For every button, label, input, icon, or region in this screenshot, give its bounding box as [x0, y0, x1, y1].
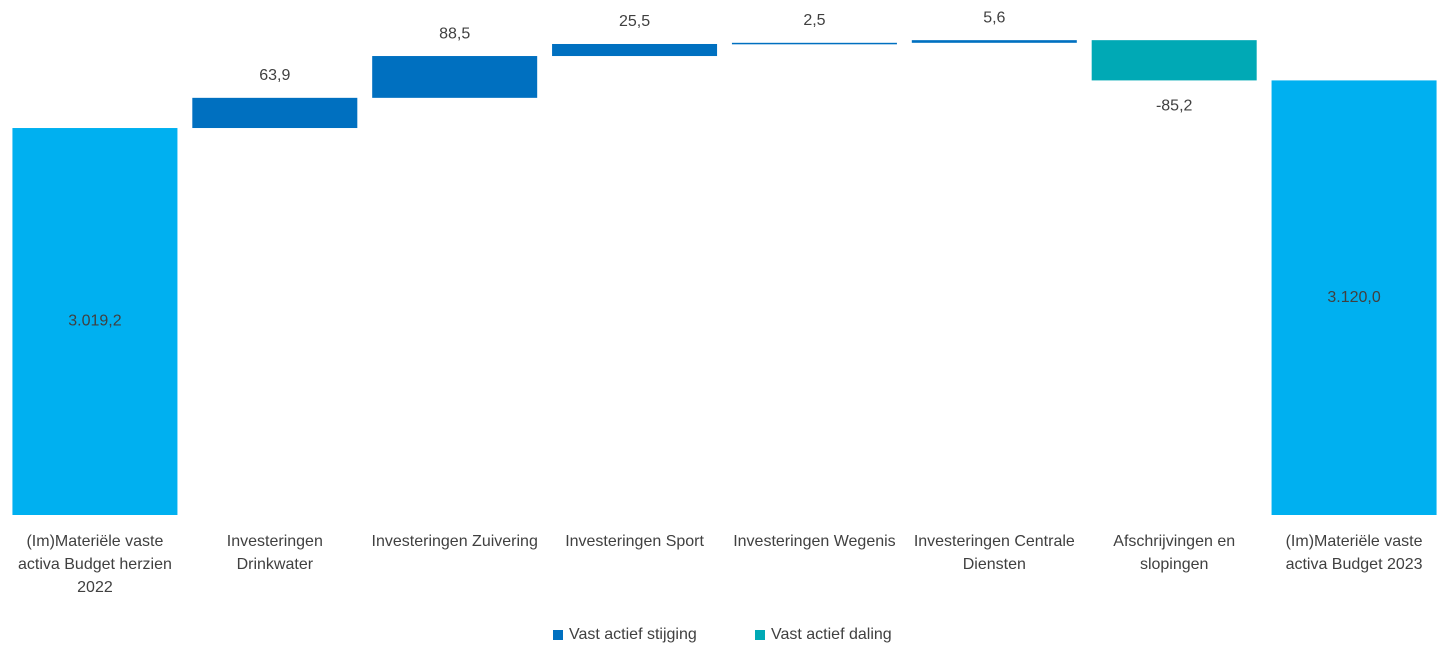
- legend-swatch: [755, 630, 765, 640]
- bar: [192, 97, 358, 129]
- bar: [12, 128, 178, 516]
- bar: [1271, 80, 1437, 516]
- legend-label: Vast actief stijging: [569, 626, 697, 643]
- value-label: 3.019,2: [68, 313, 121, 330]
- legend-swatch: [553, 630, 563, 640]
- x-tick-label: Investeringen Drinkwater: [226, 533, 323, 573]
- value-label: -85,2: [1156, 98, 1193, 115]
- value-label: 25,5: [619, 13, 650, 30]
- bar: [552, 43, 718, 57]
- value-label: 88,5: [439, 25, 470, 42]
- bar: [372, 56, 538, 98]
- bar: [1091, 40, 1257, 81]
- x-tick-label: (Im)Materiële vaste activa Budget 2023: [1285, 533, 1423, 573]
- value-label: 63,9: [259, 67, 290, 84]
- bar: [731, 42, 897, 45]
- x-tick-label: Investeringen Wegenis: [733, 533, 896, 550]
- value-label: 3.120,0: [1327, 289, 1380, 306]
- x-tick-label: Investeringen Centrale Diensten: [913, 533, 1075, 573]
- legend-label: Vast actief daling: [771, 626, 892, 643]
- legend-item: Vast actief stijging: [553, 626, 697, 644]
- bar: [911, 40, 1077, 43]
- x-tick-label: Investeringen Zuivering: [371, 533, 538, 550]
- x-tick-label: Afschrijvingen en slopingen: [1113, 533, 1236, 573]
- legend-item: Vast actief daling: [755, 626, 892, 644]
- value-label: 5,6: [983, 9, 1005, 26]
- value-label: 2,5: [803, 12, 825, 29]
- x-tick-label: Investeringen Sport: [565, 533, 704, 550]
- x-tick-label: (Im)Materiële vaste activa Budget herzie…: [18, 533, 172, 596]
